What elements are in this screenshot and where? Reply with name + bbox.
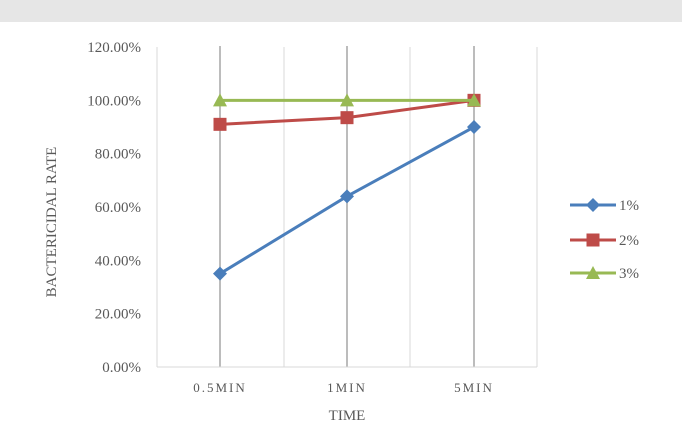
y-tick-label: 20.00%	[95, 307, 141, 323]
legend-label: 1%	[619, 198, 639, 214]
top-bar	[0, 0, 682, 22]
y-tick-label: 100.00%	[87, 93, 141, 109]
series-1	[213, 120, 481, 281]
legend: 1% 2% 3%	[570, 198, 639, 282]
data-point	[213, 93, 227, 107]
data-point	[340, 189, 354, 204]
y-axis-title: BACTERICIDAL RATE	[44, 147, 60, 298]
data-point	[467, 93, 481, 107]
y-tick-label: 40.00%	[95, 253, 141, 269]
data-point	[213, 266, 227, 281]
series-3	[213, 93, 481, 107]
x-axis: 0.5MIN 1MIN 5MIN	[193, 380, 494, 395]
legend-label: 3%	[619, 266, 639, 282]
data-point	[340, 111, 354, 125]
data-point	[340, 93, 354, 107]
data-point	[586, 233, 600, 247]
y-tick-label: 80.00%	[95, 147, 141, 163]
x-axis-title: TIME	[329, 408, 366, 423]
y-tick-label: 0.00%	[102, 360, 141, 376]
data-point	[586, 198, 600, 212]
legend-label: 2%	[619, 233, 639, 249]
data-point	[213, 117, 227, 131]
series-group	[213, 93, 481, 281]
legend-item: 2%	[570, 233, 639, 249]
grid-lines	[156, 46, 538, 368]
x-tick-label: 0.5MIN	[193, 380, 247, 395]
legend-item: 1%	[570, 198, 639, 214]
legend-item: 3%	[570, 266, 639, 282]
data-point	[586, 266, 600, 279]
y-axis: 0.00% 20.00% 40.00% 60.00% 80.00% 100.00% 120.…	[87, 40, 141, 376]
data-point	[467, 120, 481, 134]
x-tick-label: 1MIN	[327, 380, 367, 395]
y-tick-label: 60.00%	[95, 200, 141, 216]
x-tick-label: 5MIN	[454, 380, 494, 395]
y-tick-label: 120.00%	[87, 40, 141, 56]
